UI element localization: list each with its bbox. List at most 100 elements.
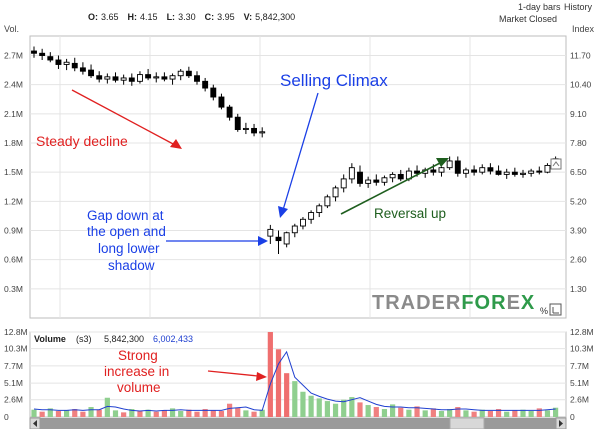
volume-bar (39, 411, 45, 417)
volume-right-tick: 7.7M (570, 361, 589, 371)
volume-legend-label: Volume (34, 334, 66, 344)
price-grid (30, 36, 566, 318)
gap-down-arrowhead (258, 236, 268, 246)
volume-bar (495, 409, 502, 417)
volume-bar (463, 410, 469, 417)
reversal-up-arrowhead (436, 158, 449, 167)
left-tick-label: 1.8M (4, 138, 23, 148)
volume-bar (112, 410, 119, 417)
volume-bar (218, 411, 225, 417)
candle-body (471, 169, 478, 173)
candle-body (397, 173, 404, 180)
volume-bar (121, 412, 127, 417)
volume-bar (512, 410, 518, 417)
candle-body (153, 76, 160, 79)
volume-bar (300, 391, 306, 417)
settings-icon[interactable] (550, 158, 562, 170)
candle-body (446, 160, 453, 169)
scrollbar-thumb[interactable] (449, 417, 485, 430)
percent-icon: % (540, 306, 548, 316)
right-tick-label: 3.90 (570, 226, 587, 236)
volume-bar (137, 411, 143, 417)
candle-body (88, 69, 95, 77)
candle-body (185, 70, 192, 77)
price-panel-frame (29, 35, 567, 319)
candle-body (332, 187, 339, 198)
candle-body (226, 106, 233, 118)
volume-bar (202, 409, 208, 417)
volume-bar (161, 410, 167, 417)
history-link[interactable]: History (564, 2, 593, 12)
candle-body (71, 62, 78, 69)
volume-average-line (33, 350, 556, 412)
left-tick-label: 2.7M (4, 51, 23, 61)
scroll-left-icon (33, 420, 37, 427)
timeline-scrollbar[interactable] (29, 417, 567, 430)
candle-body (520, 172, 526, 175)
candle-body (242, 127, 249, 131)
candle-body (63, 61, 70, 65)
candle-body (536, 170, 543, 173)
selling-climax-arrowhead (278, 206, 288, 218)
left-tick-label: 1.5M (4, 167, 23, 177)
volume-left-tick: 7.7M (4, 361, 23, 371)
right-axis-title: Index (572, 24, 595, 34)
candle-body (267, 228, 274, 237)
volume-right-tick: 0 (570, 412, 575, 422)
left-tick-label: 0.3M (4, 284, 23, 294)
candle-body (300, 218, 306, 227)
volume-bar (72, 409, 78, 417)
scrollbar-track[interactable] (30, 418, 566, 429)
reversal-up-label: Reversal up (374, 206, 446, 221)
volume-right-axis: 12.8M 10.3M 7.7M 5.1M 2.6M 0 (570, 327, 594, 422)
volume-bar (536, 408, 542, 417)
gap-down-line4: shadow (108, 258, 155, 273)
candle-body (503, 171, 510, 175)
candle-body (340, 178, 347, 189)
price-panel: 2.7M 2.4M 2.1M 1.8M 1.5M 1.2M 0.9M 0.6M 0.3M 11.… (4, 35, 592, 319)
volume-bar (528, 411, 534, 417)
candle-body (259, 131, 266, 134)
candle-body (308, 212, 315, 220)
right-tick-label: 2.60 (570, 255, 587, 265)
ohlc-label: L: (167, 12, 176, 22)
volume-bar (447, 409, 453, 417)
candle-body (128, 77, 135, 82)
left-tick-label: 2.1M (4, 109, 23, 119)
ohlc-value: 4.15 (140, 12, 158, 22)
strong-increase-line3: volume (117, 380, 161, 395)
volume-bar (186, 409, 192, 417)
candle-body (487, 167, 494, 172)
volume-bar (390, 404, 396, 417)
volume-left-axis: 12.8M 10.3M 7.7M 5.1M 2.6M 0 (4, 327, 28, 422)
left-tick-label: 0.6M (4, 255, 23, 265)
ohlc-readout: O: 3.65 H: 4.15 L: 3.30 C: 3.95 V: 5,842,300 (88, 12, 295, 22)
volume-bar (55, 411, 62, 417)
volume-left-tick: 12.8M (4, 327, 28, 337)
right-tick-label: 11.70 (570, 51, 591, 61)
volume-bar (381, 409, 388, 417)
right-tick-label: 7.80 (570, 138, 587, 148)
right-tick-label: 1.30 (570, 284, 587, 294)
steady-decline-arrow (71, 89, 176, 146)
candles (31, 46, 559, 255)
volume-left-tick: 0 (4, 412, 9, 422)
candle-body (511, 171, 518, 175)
right-tick-label: 5.20 (570, 196, 587, 206)
strong-increase-line1: Strong (118, 348, 158, 363)
bar-mode-label[interactable]: 1-day bars (518, 2, 561, 12)
volume-right-tick: 12.8M (570, 327, 594, 337)
candle-body (381, 177, 388, 183)
volume-bar (194, 411, 200, 417)
volume-left-tick: 5.1M (4, 378, 23, 388)
volume-bar (235, 407, 241, 417)
candle-body (136, 74, 143, 82)
candle-body (104, 76, 111, 80)
log-scale-toggle[interactable]: % (540, 303, 562, 316)
watermark-for: FOR (461, 292, 506, 314)
candle-body (365, 179, 372, 184)
right-axis: 11.70 10.40 9.10 7.80 6.50 5.20 3.90 2.60 1.30 (570, 51, 592, 294)
volume-bar (210, 410, 216, 417)
volume-bar (153, 411, 159, 417)
